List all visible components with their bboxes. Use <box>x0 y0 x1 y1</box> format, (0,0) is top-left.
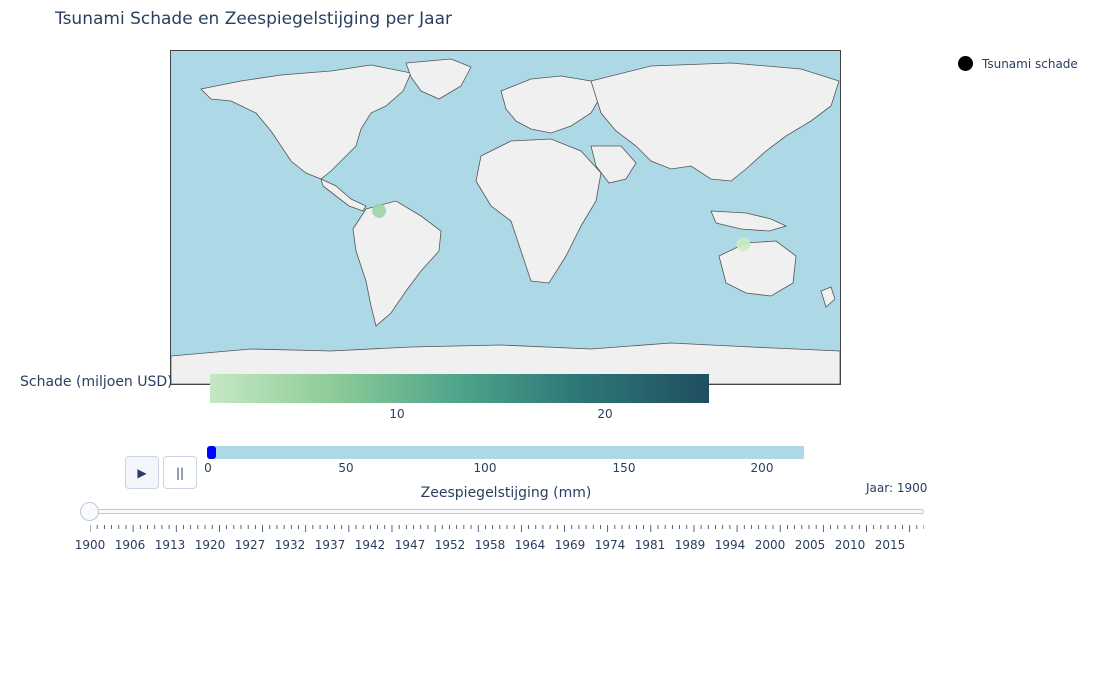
slider-year-label[interactable]: 1920 <box>194 538 226 552</box>
land-central-america <box>320 178 367 212</box>
slider-year-label[interactable]: 1932 <box>274 538 306 552</box>
sea-level-bar <box>210 446 804 459</box>
legend[interactable]: Tsunami schade <box>958 56 1078 71</box>
chart-title: Tsunami Schade en Zeespiegelstijging per… <box>55 9 453 29</box>
slider-year-label[interactable]: 1927 <box>234 538 266 552</box>
slider-year-label[interactable]: 1906 <box>114 538 146 552</box>
pause-icon: || <box>175 465 185 480</box>
slider-year-label[interactable]: 1952 <box>434 538 466 552</box>
year-slider-handle[interactable] <box>80 502 99 521</box>
sea-level-tick: 0 <box>204 461 212 475</box>
slider-year-label[interactable]: 1900 <box>74 538 106 552</box>
sea-level-tick: 150 <box>612 461 636 475</box>
colorbar-tick: 20 <box>597 407 613 421</box>
slider-year-label[interactable]: 1947 <box>394 538 426 552</box>
colorbar-tick: 10 <box>389 407 405 421</box>
colorbar-title: Schade (miljoen USD) <box>20 374 173 390</box>
land-indonesia <box>710 210 788 232</box>
slider-year-label[interactable]: 2015 <box>874 538 906 552</box>
sea-level-indicator <box>207 446 216 459</box>
sea-level-tick: 50 <box>338 461 354 475</box>
slider-ticks <box>90 525 924 532</box>
play-button[interactable]: ▶ <box>125 456 159 489</box>
land-africa <box>475 138 602 284</box>
pause-button[interactable]: || <box>163 456 197 489</box>
slider-year-label[interactable]: 1958 <box>474 538 506 552</box>
tsunami-marker[interactable] <box>736 237 751 252</box>
damage-colorbar <box>210 374 709 403</box>
slider-year-label[interactable]: 2000 <box>754 538 786 552</box>
legend-label: Tsunami schade <box>982 56 1078 71</box>
sea-level-tick: 200 <box>750 461 774 475</box>
sea-level-tick: 100 <box>473 461 497 475</box>
slider-year-label[interactable]: 1974 <box>594 538 626 552</box>
land-greenland <box>405 58 472 100</box>
year-slider-track[interactable] <box>90 509 924 514</box>
slider-year-label[interactable]: 2010 <box>834 538 866 552</box>
slider-year-label[interactable]: 2005 <box>794 538 826 552</box>
land-north-america <box>200 64 412 180</box>
world-map[interactable] <box>170 50 841 385</box>
slider-year-label[interactable]: 1969 <box>554 538 586 552</box>
play-icon: ▶ <box>137 465 147 480</box>
slider-year-label[interactable]: 1981 <box>634 538 666 552</box>
land-arabia <box>590 145 637 184</box>
map-svg <box>171 51 840 384</box>
slider-year-label[interactable]: 1913 <box>154 538 186 552</box>
legend-marker-icon <box>958 56 973 71</box>
slider-current-value: Jaar: 1900 <box>866 481 928 495</box>
slider-year-label[interactable]: 1989 <box>674 538 706 552</box>
slider-year-label[interactable]: 1994 <box>714 538 746 552</box>
land-australia <box>718 240 797 297</box>
land-south-america <box>352 200 442 327</box>
slider-year-label[interactable]: 1964 <box>514 538 546 552</box>
land-antarctica <box>171 342 840 384</box>
land-europe <box>500 75 602 134</box>
land-asia <box>590 62 840 182</box>
slider-year-label[interactable]: 1942 <box>354 538 386 552</box>
sea-level-title: Zeespiegelstijging (mm) <box>420 485 592 501</box>
tsunami-marker[interactable] <box>372 203 387 218</box>
land-new-zealand <box>820 286 836 308</box>
slider-year-label[interactable]: 1937 <box>314 538 346 552</box>
